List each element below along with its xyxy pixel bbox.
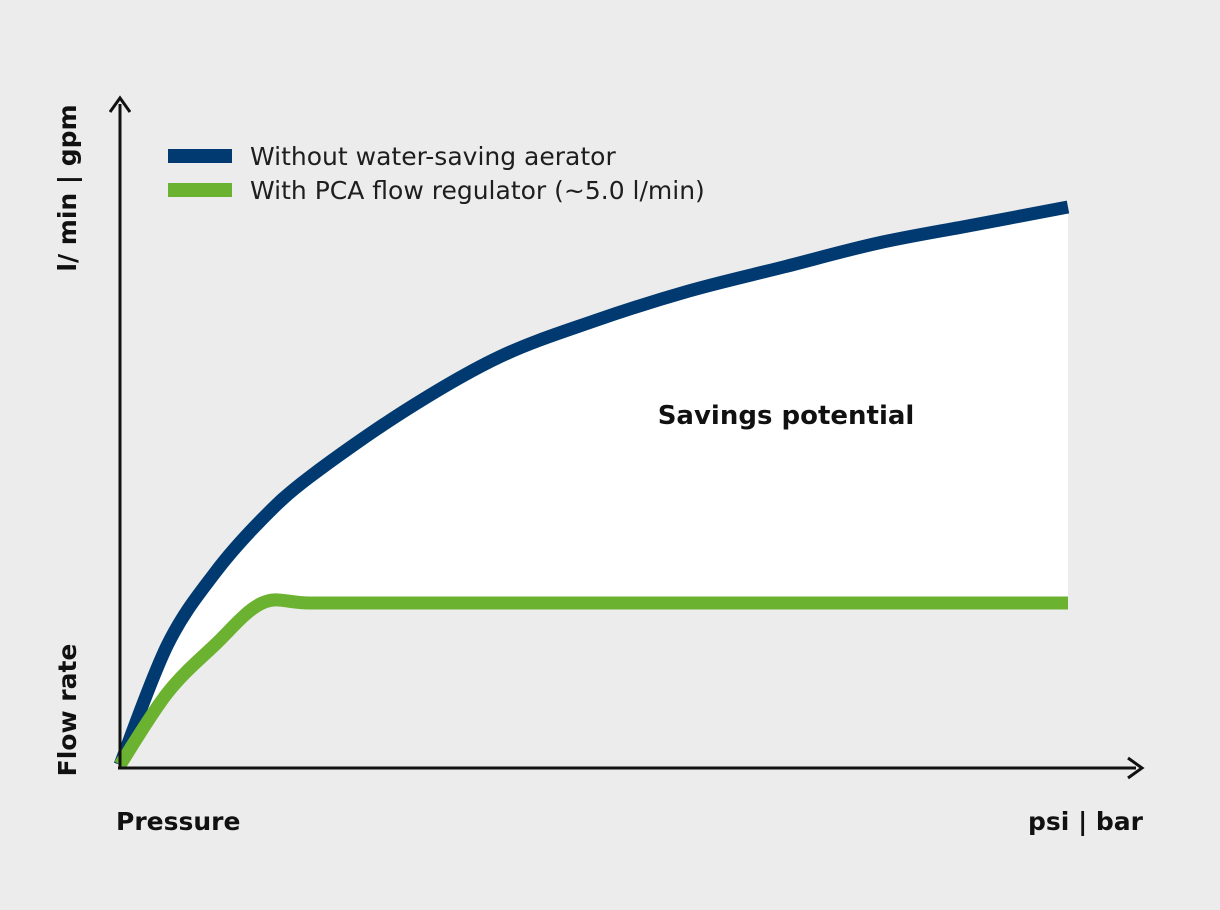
legend-swatch-without-aerator bbox=[168, 149, 232, 163]
x-axis-unit-label: psi | bar bbox=[1028, 807, 1144, 836]
series-line-without-aerator bbox=[113, 200, 1070, 768]
legend-label-without-aerator: Without water-saving aerator bbox=[250, 142, 616, 171]
x-axis-label: Pressure bbox=[116, 807, 240, 836]
legend-label-with-regulator: With PCA flow regulator (~5.0 l/min) bbox=[250, 176, 705, 205]
savings-potential-area bbox=[120, 207, 1068, 765]
legend-swatch-with-regulator bbox=[168, 183, 232, 197]
y-axis-label: Flow rate bbox=[53, 644, 82, 777]
y-axis-arrowhead bbox=[108, 95, 132, 113]
y-axis-unit-label: l/ min | gpm bbox=[53, 104, 82, 271]
series-line-with-regulator bbox=[114, 593, 1068, 769]
savings-potential-label: Savings potential bbox=[658, 401, 915, 431]
legend: Without water-saving aerator With PCA fl… bbox=[168, 142, 705, 205]
x-axis-arrowhead bbox=[1127, 756, 1145, 780]
